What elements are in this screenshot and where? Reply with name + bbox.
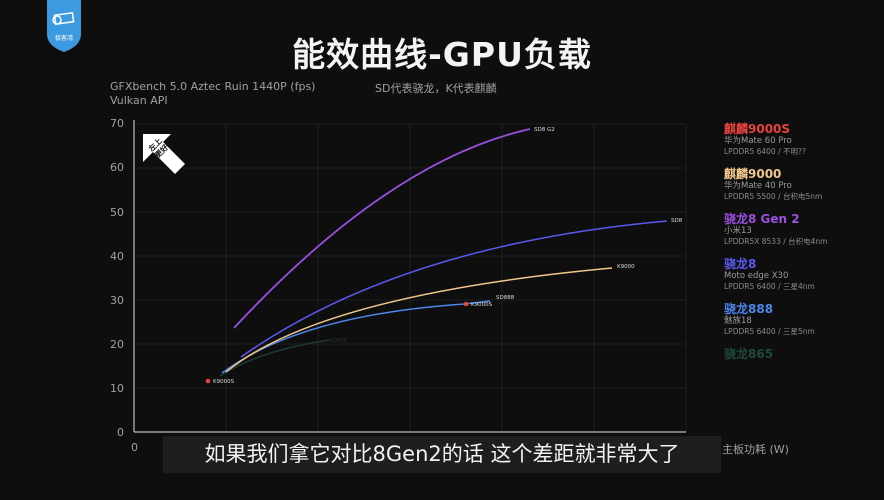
gridlines — [134, 123, 687, 432]
top-left-better-badge: 左上 更好 — [143, 134, 185, 174]
legend: 麒麟9000S 华为Mate 60 Pro LPDDR5 6400 / 不明??… — [724, 122, 884, 371]
legend-item-k9000: 麒麟9000 华为Mate 40 Pro LPDDR5 5500 / 台积电5n… — [724, 167, 823, 201]
series-sd8 — [240, 220, 668, 358]
video-caption: 如果我们拿它对比8Gen2的话 这个差距就非常大了 — [204, 442, 680, 466]
api-name: Vulkan API — [110, 94, 168, 107]
y-tick-50: 50 — [110, 206, 124, 219]
caption-background — [163, 436, 721, 473]
label-sd8g2: SD8 G2 — [534, 127, 555, 133]
label-sd8: SD8 — [671, 218, 683, 224]
y-tick-60: 60 — [110, 161, 124, 174]
legend-item-sd865: 骁龙865 — [724, 347, 774, 361]
y-tick-20: 20 — [110, 338, 124, 351]
series-sd865 — [219, 339, 331, 377]
legend-item-sd8g2: 骁龙8 Gen 2 小米13 LPDDR5X 8533 / 台积电4nm — [724, 212, 828, 246]
benchmark-label: GFXbench 5.0 Aztec Ruin 1440P (fps) Vulk… — [110, 80, 315, 108]
svg-text:极客湾: 极客湾 — [55, 34, 73, 42]
y-tick-10: 10 — [110, 382, 124, 395]
series-k9000 — [225, 267, 613, 373]
x-tick-0: 0 — [131, 441, 138, 454]
marker-k9000s-high — [463, 301, 469, 307]
series-sd8g2 — [233, 128, 531, 329]
label-k9000s-low: K9000S — [213, 379, 235, 385]
marker-k9000s-low — [205, 378, 211, 384]
legend-item-sd8: 骁龙8 Moto edge X30 LPDDR5 6400 / 三星4nm — [724, 257, 815, 291]
label-k9000: K9000 — [617, 264, 635, 270]
benchmark-name: GFXbench 5.0 Aztec Ruin 1440P (fps) — [110, 80, 316, 93]
abbreviation-note: SD代表骁龙，K代表麒麟 — [375, 82, 497, 95]
x-axis-label: 主板功耗 (W) — [722, 443, 789, 456]
y-tick-30: 30 — [110, 294, 124, 307]
page-title: 能效曲线-GPU负载 — [292, 35, 592, 74]
legend-item-k9000s: 麒麟9000S 华为Mate 60 Pro LPDDR5 6400 / 不明?? — [724, 122, 806, 156]
label-sd888: SD888 — [496, 295, 515, 301]
y-tick-0: 0 — [117, 426, 124, 439]
label-k9000s-high: K9000S — [471, 302, 493, 308]
y-tick-40: 40 — [110, 250, 124, 263]
legend-item-sd888: 骁龙888 魅族18 LPDDR5 6400 / 三星5nm — [724, 302, 815, 336]
y-tick-70: 70 — [110, 117, 124, 130]
label-sd865: SD865 — [330, 338, 347, 344]
geekwan-logo-icon: 极客湾 — [47, 0, 81, 52]
